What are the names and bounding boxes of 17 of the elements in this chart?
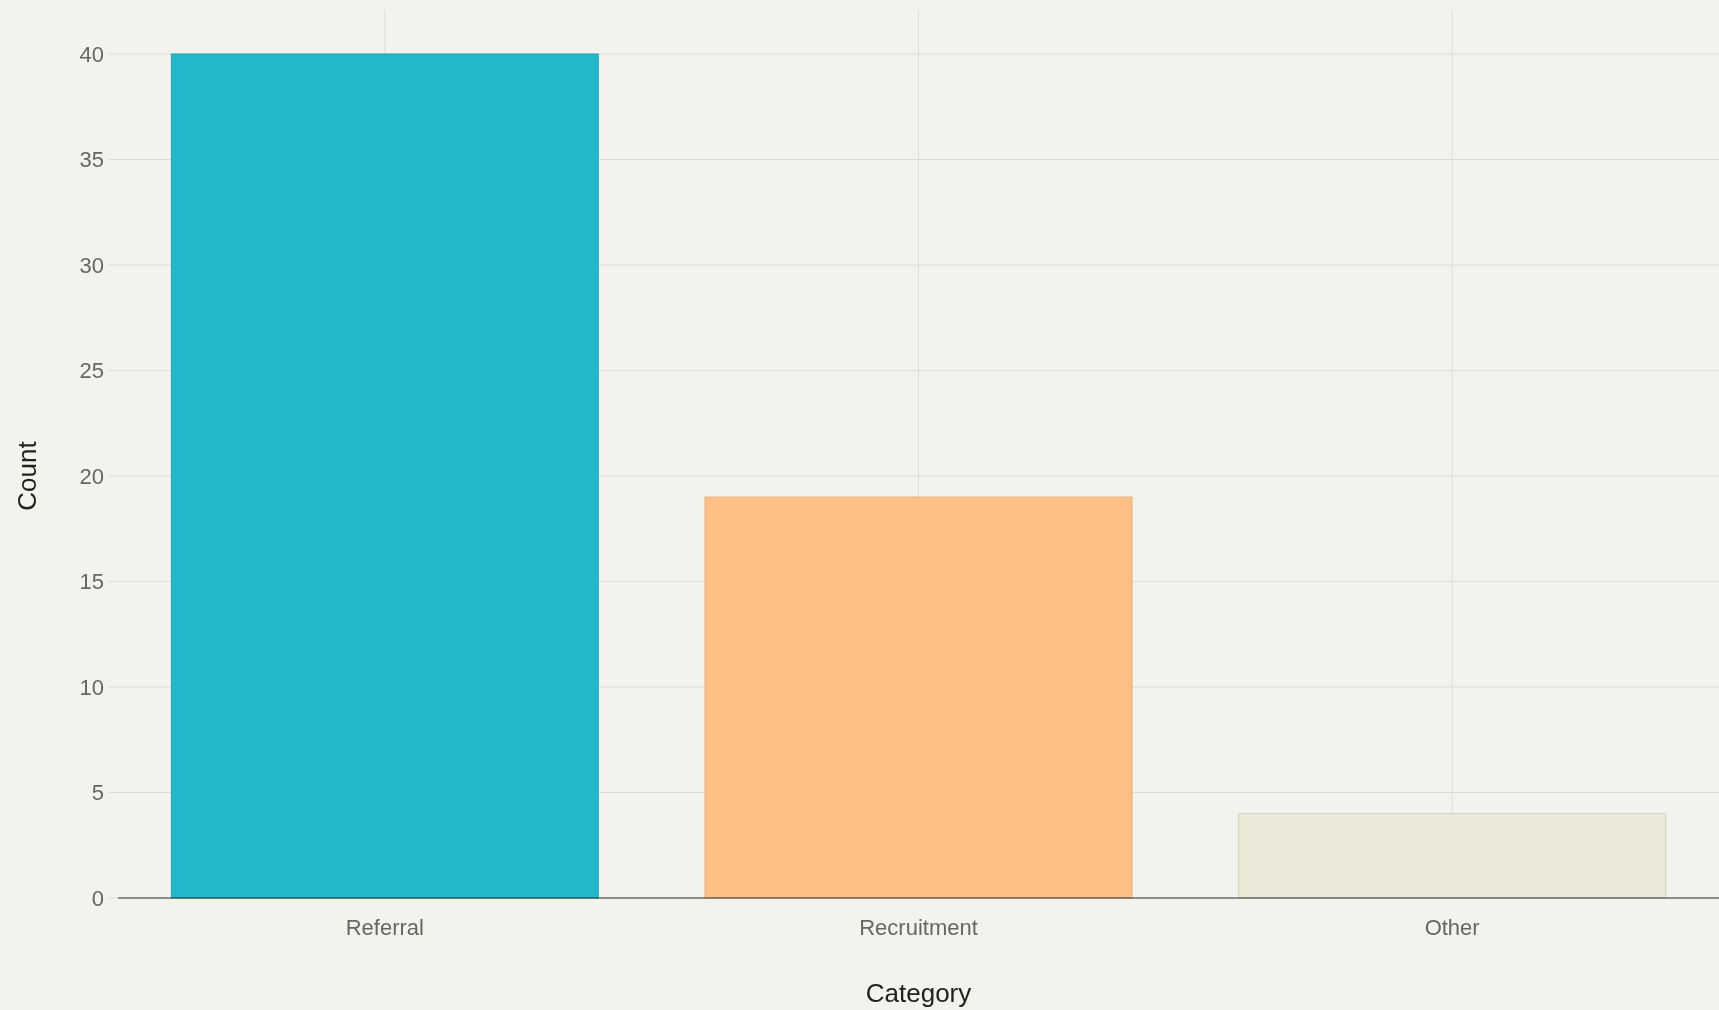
- y-tick-label: 10: [79, 674, 104, 700]
- y-tick-label: 35: [79, 147, 104, 173]
- bar: [170, 53, 599, 899]
- y-tick-label: 30: [79, 252, 104, 278]
- y-tick-label: 0: [91, 885, 104, 911]
- y-tick-label: 40: [79, 41, 104, 67]
- bar: [704, 496, 1133, 899]
- bar: [1238, 813, 1667, 899]
- x-tick-label: Referral: [345, 915, 424, 940]
- y-tick-label: 25: [79, 358, 104, 384]
- y-tick-label: 20: [79, 463, 104, 489]
- y-tick-label: 15: [79, 569, 104, 595]
- x-tick-label: Recruitment: [859, 915, 978, 940]
- y-axis-title: Count: [12, 440, 42, 511]
- x-tick-label: Other: [1424, 915, 1480, 940]
- x-axis-title: Category: [865, 978, 972, 1008]
- y-tick-label: 5: [91, 780, 104, 806]
